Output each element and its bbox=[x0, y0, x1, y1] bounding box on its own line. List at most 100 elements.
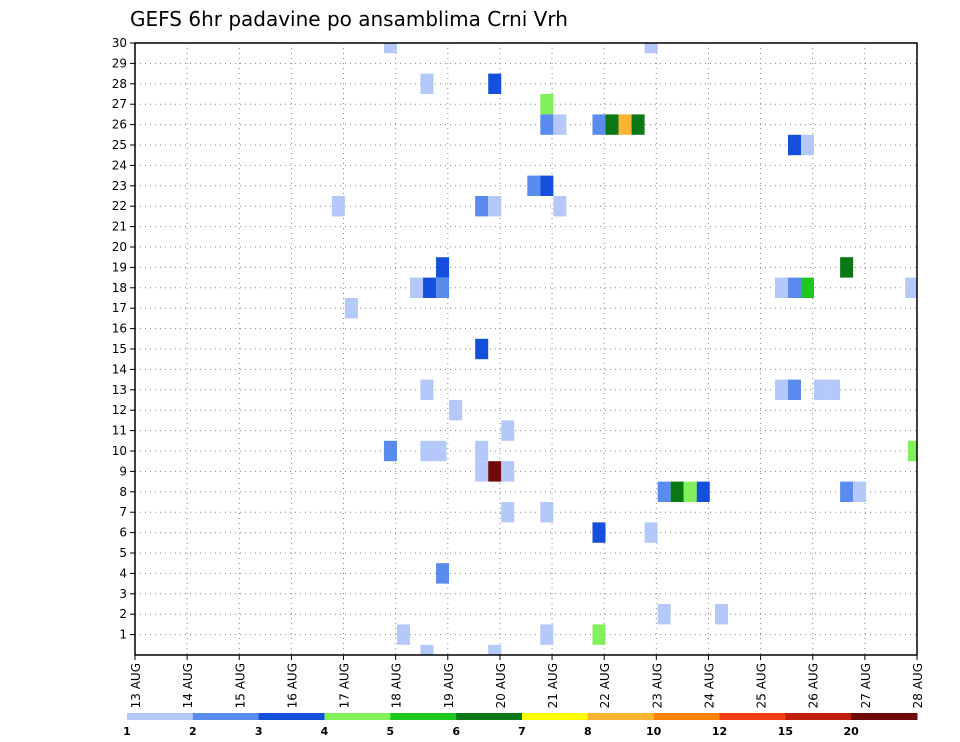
colorbar-swatch bbox=[390, 713, 457, 720]
x-tick-label: 13 AUG bbox=[129, 663, 143, 708]
chart-title: GEFS 6hr padavine po ansamblima Crni Vrh bbox=[130, 7, 568, 31]
colorbar-swatch bbox=[587, 713, 655, 720]
y-tick-label: 2 bbox=[119, 607, 127, 621]
colorbar-swatch bbox=[653, 713, 720, 720]
colorbar-label: 8 bbox=[584, 725, 592, 738]
data-cell bbox=[592, 624, 606, 645]
data-cell bbox=[420, 379, 434, 400]
data-cell bbox=[787, 134, 802, 156]
data-cell bbox=[488, 73, 502, 94]
data-cell bbox=[540, 114, 554, 135]
colorbar-label: 15 bbox=[778, 725, 793, 738]
data-cell bbox=[657, 604, 671, 625]
colorbar-swatch bbox=[258, 713, 325, 720]
x-tick-label: 23 AUG bbox=[650, 663, 664, 708]
data-cell bbox=[827, 379, 841, 400]
data-cell bbox=[774, 277, 788, 298]
x-tick-label: 26 AUG bbox=[807, 663, 821, 708]
colorbar-swatch bbox=[127, 713, 194, 720]
data-cell bbox=[618, 114, 632, 135]
y-tick-label: 18 bbox=[112, 281, 127, 295]
data-cell bbox=[714, 604, 729, 625]
y-tick-label: 30 bbox=[112, 36, 127, 50]
y-tick-label: 3 bbox=[119, 587, 127, 601]
data-cell bbox=[436, 563, 450, 584]
y-tick-label: 14 bbox=[112, 362, 127, 376]
data-cell bbox=[344, 298, 358, 319]
data-cell bbox=[488, 196, 502, 217]
data-cell bbox=[644, 522, 658, 543]
data-cell bbox=[396, 624, 411, 645]
data-cell bbox=[814, 379, 828, 400]
colorbar-label: 12 bbox=[712, 725, 727, 738]
y-tick-label: 21 bbox=[112, 220, 127, 234]
y-tick-label: 29 bbox=[112, 56, 127, 70]
data-cell bbox=[420, 73, 434, 94]
x-tick-label: 21 AUG bbox=[546, 663, 560, 708]
colorbar-label: 1 bbox=[123, 725, 131, 738]
colorbar-label: 2 bbox=[189, 725, 197, 738]
y-tick-label: 5 bbox=[119, 546, 127, 560]
colorbar: 1 2 3 4 5 6 7 8 10 12 15 20 bbox=[123, 713, 918, 738]
y-tick-label: 27 bbox=[112, 97, 127, 111]
data-cell bbox=[683, 481, 697, 502]
data-cell bbox=[501, 502, 515, 523]
data-cell bbox=[488, 644, 502, 655]
data-cell bbox=[540, 502, 554, 523]
y-tick-label: 7 bbox=[119, 505, 127, 519]
data-cell bbox=[436, 257, 450, 278]
y-tick-label: 16 bbox=[112, 322, 127, 336]
grid-lines bbox=[135, 42, 917, 655]
y-tick-label: 1 bbox=[119, 628, 127, 642]
y-tick-label: 26 bbox=[112, 118, 127, 132]
y-tick-label: 24 bbox=[112, 158, 127, 172]
colorbar-label: 20 bbox=[844, 725, 860, 738]
x-tick-label: 25 AUG bbox=[755, 663, 769, 708]
data-cell bbox=[840, 257, 854, 278]
data-cells bbox=[331, 43, 917, 655]
colorbar-swatch bbox=[522, 713, 589, 720]
y-tick-label: 25 bbox=[112, 138, 127, 152]
data-cell bbox=[420, 644, 434, 655]
x-tick-label: 20 AUG bbox=[494, 663, 508, 708]
x-axis-ticks: 13 AUG 14 AUG 15 AUG 16 AUG 17 AUG 18 AUG 19 A… bbox=[129, 655, 925, 708]
data-cell bbox=[905, 277, 917, 298]
y-tick-label: 10 bbox=[112, 444, 127, 458]
data-cell bbox=[787, 379, 802, 400]
y-tick-label: 15 bbox=[112, 342, 127, 356]
colorbar-label: 5 bbox=[387, 725, 395, 738]
x-tick-label: 22 AUG bbox=[598, 663, 612, 708]
data-cell bbox=[553, 114, 567, 135]
y-tick-label: 20 bbox=[112, 240, 127, 254]
colorbar-swatch bbox=[785, 713, 852, 720]
data-cell bbox=[644, 43, 658, 54]
data-cell bbox=[553, 196, 567, 217]
colorbar-swatch bbox=[192, 713, 260, 720]
data-cell bbox=[592, 522, 606, 543]
x-tick-label: 19 AUG bbox=[442, 663, 456, 708]
y-tick-label: 19 bbox=[112, 260, 127, 274]
colorbar-swatch bbox=[456, 713, 523, 720]
colorbar-label: 3 bbox=[255, 725, 263, 738]
data-cell bbox=[696, 481, 710, 502]
data-cell bbox=[787, 277, 802, 298]
x-tick-label: 15 AUG bbox=[233, 663, 247, 708]
data-cell bbox=[540, 624, 554, 645]
data-cell bbox=[540, 94, 554, 115]
y-tick-label: 11 bbox=[112, 424, 127, 438]
data-cell bbox=[840, 481, 854, 502]
y-tick-label: 6 bbox=[119, 526, 127, 540]
y-tick-label: 4 bbox=[119, 566, 127, 580]
data-cell bbox=[907, 440, 917, 462]
data-cell bbox=[527, 175, 541, 196]
x-tick-label: 18 AUG bbox=[390, 663, 404, 708]
data-cell bbox=[501, 461, 515, 482]
y-tick-label: 17 bbox=[112, 301, 127, 315]
data-cell bbox=[331, 196, 345, 217]
x-tick-label: 17 AUG bbox=[338, 663, 352, 708]
data-cell bbox=[383, 43, 397, 54]
data-cell bbox=[801, 277, 815, 298]
data-cell bbox=[475, 338, 489, 360]
y-tick-label: 13 bbox=[112, 383, 127, 397]
